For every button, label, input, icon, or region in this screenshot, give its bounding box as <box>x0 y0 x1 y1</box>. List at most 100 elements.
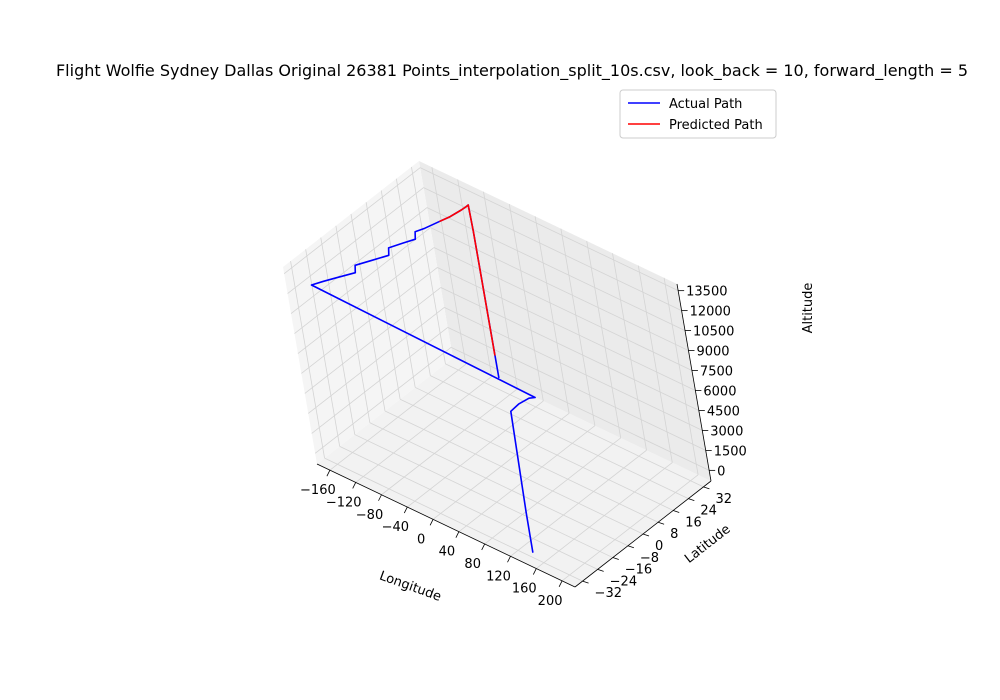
y-tick-mark <box>703 486 710 490</box>
z-grid-back <box>419 167 679 292</box>
z-tick-label: 10500 <box>693 325 734 340</box>
x-grid-back <box>431 167 467 365</box>
y-grid-floor <box>354 434 613 558</box>
series-lines <box>310 204 536 553</box>
z-grid-back <box>433 247 693 371</box>
x-tick-mark <box>507 556 511 563</box>
z-grid-side <box>304 287 442 394</box>
y-grid-side <box>395 178 431 376</box>
x-axis-label: Longitude <box>377 569 443 605</box>
x-tick-label: 120 <box>486 569 511 584</box>
y-tick-mark <box>612 557 619 560</box>
y-grid-floor <box>324 457 583 582</box>
y-grid-side <box>320 237 356 435</box>
y-tick-label: 8 <box>670 527 678 542</box>
y-grid-side <box>290 261 325 459</box>
y-tick-mark <box>657 521 665 525</box>
y-tick-label: −24 <box>610 574 637 589</box>
y-tick-mark <box>627 545 635 549</box>
tick-labels: −160−120−80−4004080120160200−32−24−16−80… <box>300 285 747 609</box>
legend-label-actual: Actual Path <box>669 97 742 112</box>
x-grid-back <box>586 240 622 439</box>
x-tick-label: −80 <box>356 508 383 523</box>
x-tick-mark <box>378 494 382 501</box>
y-tick-mark <box>688 498 695 502</box>
x-grid-back <box>534 216 570 414</box>
legend-label-predicted: Predicted Path <box>669 118 763 133</box>
z-tick-label: 3000 <box>710 424 743 439</box>
x-grid-back <box>457 179 493 377</box>
x-tick-mark <box>352 482 357 489</box>
z-grid-back <box>423 187 682 311</box>
y-grid-side <box>335 225 371 423</box>
z-tick-label: 12000 <box>690 305 731 320</box>
z-tick-label: 13500 <box>686 285 727 300</box>
x-tick-label: 160 <box>512 582 537 597</box>
z-grid-back <box>444 307 703 431</box>
z-axis-line <box>676 283 712 482</box>
y-grid-side <box>411 166 446 364</box>
y-tick-label: −8 <box>640 551 659 566</box>
y-grid-floor <box>399 398 659 523</box>
z-grid-side <box>294 227 431 334</box>
z-grid-side <box>283 167 421 274</box>
y-grid-floor <box>384 410 644 535</box>
x-tick-mark <box>455 531 460 538</box>
z-grid-side <box>297 247 435 354</box>
y-grid-side <box>380 190 416 388</box>
predicted-path-line <box>439 204 496 356</box>
x-tick-mark <box>429 519 434 526</box>
x-tick-mark <box>481 543 486 551</box>
z-grid-back <box>450 346 710 471</box>
y-tick-mark <box>673 510 680 513</box>
x-tick-label: −40 <box>382 520 409 535</box>
x-grid-back <box>612 253 647 451</box>
z-tick-label: 1500 <box>714 444 747 459</box>
x-tick-label: 0 <box>417 532 425 547</box>
x-grid-back <box>483 191 518 389</box>
z-tick-label: 0 <box>717 464 725 479</box>
z-grid-side <box>301 267 438 374</box>
x-tick-label: −160 <box>300 483 336 498</box>
z-grid-side <box>287 187 424 294</box>
z-tick-label: 6000 <box>703 384 736 399</box>
z-grid-side <box>314 347 452 454</box>
y-grid-side <box>350 213 386 412</box>
x-tick-mark <box>558 580 563 588</box>
y-tick-mark <box>582 580 589 584</box>
z-grid-side <box>311 327 448 434</box>
z-grid-back <box>437 267 696 391</box>
chart-title: Flight Wolfie Sydney Dallas Original 263… <box>56 61 968 81</box>
x-grid-back <box>637 265 673 463</box>
z-grid-back <box>447 327 706 451</box>
legend: Actual Path Predicted Path <box>619 89 777 139</box>
z-grid-side <box>290 207 428 314</box>
z-grid-back <box>430 227 689 351</box>
grid-lines <box>283 166 710 582</box>
z-grid-back <box>426 207 686 331</box>
z-grid-side <box>308 307 445 414</box>
y-tick-label: 32 <box>715 492 732 507</box>
x-tick-label: 40 <box>439 545 456 560</box>
x-tick-mark <box>326 469 331 477</box>
x-tick-label: −120 <box>326 495 362 510</box>
y-tick-label: 24 <box>700 504 717 519</box>
y-tick-label: 0 <box>655 539 663 554</box>
x-grid-back <box>560 228 596 426</box>
x-tick-mark <box>532 568 537 575</box>
x-grid-back <box>508 203 544 402</box>
y-tick-label: −16 <box>625 563 652 578</box>
y-tick-label: 16 <box>685 515 702 530</box>
y-tick-label: −32 <box>595 586 622 601</box>
x-grid-back <box>663 277 699 475</box>
y-grid-side <box>305 249 341 447</box>
y-grid-floor <box>415 387 674 511</box>
y-grid-floor <box>369 422 629 547</box>
z-tick-label: 7500 <box>700 365 733 380</box>
z-axis-label: Altitude <box>801 283 816 334</box>
x-tick-label: 200 <box>538 594 563 609</box>
y-grid-floor <box>445 363 704 488</box>
legend-frame <box>619 89 777 139</box>
z-tick-label: 4500 <box>707 404 740 419</box>
